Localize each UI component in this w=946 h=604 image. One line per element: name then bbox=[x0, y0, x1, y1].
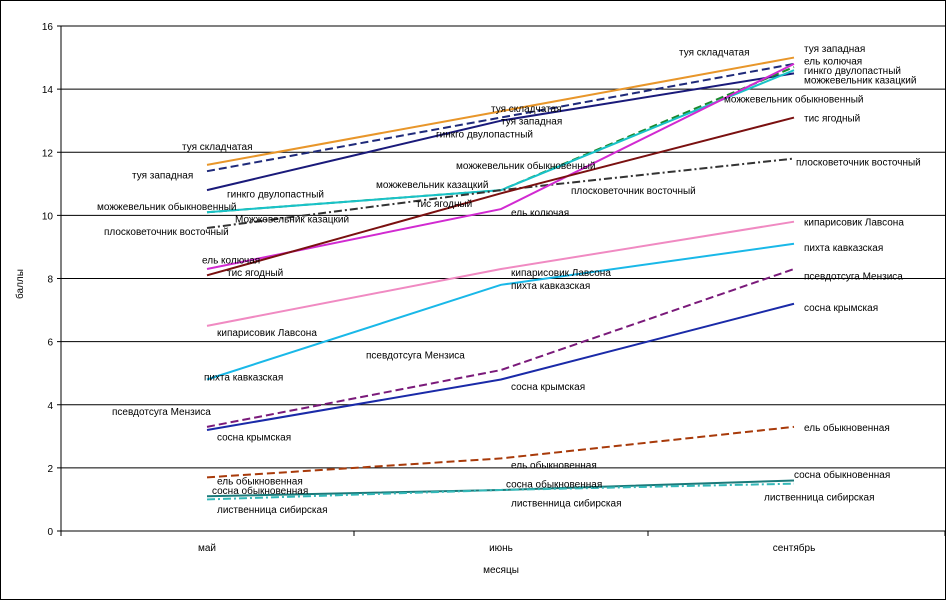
series-annotation: туя складчатая bbox=[182, 142, 253, 153]
series-annotation: можжевельник обыкновенный bbox=[724, 94, 864, 106]
x-tick-label: май bbox=[198, 543, 216, 554]
series-annotation: туя складчатая bbox=[679, 47, 750, 58]
y-tick-label: 2 bbox=[47, 464, 53, 475]
series-line: тис ягодный bbox=[206, 116, 795, 277]
axes: 0 2 4 6 8 10 12 14 16 май июнь сентябрь bbox=[42, 22, 946, 554]
series-annotation: гинкго двулопастный bbox=[227, 189, 324, 200]
series-annotation: сосна обыкновенная bbox=[212, 485, 308, 497]
series-annotation: псевдотсуга Мензиса bbox=[804, 271, 903, 282]
series-annotation: плосковеточник восточный bbox=[104, 227, 229, 238]
series-line: можжевельник казацкий bbox=[206, 69, 795, 214]
series-annotation: ель колючая bbox=[804, 57, 862, 68]
series-annotation: ель обыкновенная bbox=[511, 460, 597, 472]
series-annotation: лиственница сибирская bbox=[217, 504, 328, 516]
series-annotation: псевдотсуга Мензиса bbox=[366, 350, 465, 361]
series-line: псевдотсуга Мензиса bbox=[206, 268, 795, 428]
series-line: кипарисовик Лавсона bbox=[206, 220, 795, 327]
series-annotation: плосковеточник восточный bbox=[571, 186, 696, 197]
series-line: лиственница сибирская bbox=[206, 482, 795, 501]
series-line: пихта кавказская bbox=[206, 242, 795, 381]
y-tick-label: 10 bbox=[42, 211, 54, 222]
series-annotation: можжевельник казацкий bbox=[376, 180, 488, 191]
series-annotation: кипарисовик Лавсона bbox=[217, 328, 317, 339]
series-annotation: кипарисовик Лавсона bbox=[511, 268, 611, 279]
series-annotation: туя западная bbox=[132, 170, 193, 181]
series-annotation: сосна обыкновенная bbox=[506, 479, 602, 491]
series-annotation: ель колючая bbox=[202, 256, 260, 267]
series-line: гинкго двулопастный bbox=[206, 72, 795, 192]
series-annotation: можжевельник казацкий bbox=[804, 76, 916, 87]
x-tick-label: июнь bbox=[489, 543, 513, 554]
series-annotation: туя складчатая bbox=[491, 104, 562, 115]
series-annotation: кипарисовик Лавсона bbox=[804, 218, 904, 229]
series-line: ель обыкновенная bbox=[206, 425, 795, 479]
series-annotation: можжевельник обыкновенный bbox=[456, 160, 596, 172]
series-line: ель колючая bbox=[206, 62, 795, 271]
series-annotation: гинкго двулопастный bbox=[804, 66, 901, 77]
series-line: плосковеточник восточный bbox=[206, 157, 795, 229]
y-tick-label: 12 bbox=[42, 148, 54, 159]
series-line: сосна крымская bbox=[206, 302, 795, 431]
series-annotation: тис ягодный bbox=[227, 268, 283, 279]
y-tick-label: 4 bbox=[47, 401, 53, 412]
series-annotation: можжевельник обыкновенный bbox=[97, 201, 237, 213]
series-annotation: пихта кавказская bbox=[511, 281, 590, 292]
series-annotation: лиственница сибирская bbox=[511, 498, 622, 510]
series-annotation: сосна крымская bbox=[804, 303, 878, 314]
y-tick-label: 14 bbox=[42, 85, 54, 96]
x-axis-title: месяцы bbox=[483, 565, 519, 576]
series-line: туя западная bbox=[206, 62, 795, 173]
series-annotation: Можжевельник казацкий bbox=[235, 215, 349, 226]
series-annotation: лиственница сибирская bbox=[764, 491, 875, 503]
series-annotation: ель обыкновенная bbox=[804, 422, 890, 434]
series-annotation: туя западная bbox=[804, 44, 865, 55]
series-annotation: тис ягодный bbox=[804, 114, 860, 125]
series-annotation: пихта кавказская bbox=[804, 243, 883, 254]
series-annotation: пихта кавказская bbox=[204, 372, 283, 383]
y-tick-label: 6 bbox=[47, 338, 53, 349]
y-tick-label: 16 bbox=[42, 22, 54, 33]
series-annotation: гинкго двулопастный bbox=[436, 129, 533, 140]
series-annotation: плосковеточник восточный bbox=[796, 158, 921, 169]
series-annotation: ель обыкновенная bbox=[217, 476, 303, 488]
y-tick-label: 8 bbox=[47, 275, 53, 286]
series-annotation: сосна обыкновенная bbox=[794, 469, 890, 481]
y-axis-title: баллы bbox=[14, 269, 26, 299]
y-tick-label: 0 bbox=[47, 527, 53, 538]
series-annotation: псевдотсуга Мензиса bbox=[112, 407, 211, 418]
series-annotation: туя западная bbox=[501, 117, 562, 128]
grid-lines bbox=[61, 25, 945, 469]
series-annotation: сосна крымская bbox=[217, 432, 291, 443]
x-tick-label: сентябрь bbox=[773, 542, 816, 554]
series-annotation: тис ягодный bbox=[416, 199, 472, 210]
series-annotation: ель колючая bbox=[511, 208, 569, 219]
series-annotation: сосна крымская bbox=[511, 382, 585, 393]
series-line: туя складчатая bbox=[206, 56, 795, 166]
